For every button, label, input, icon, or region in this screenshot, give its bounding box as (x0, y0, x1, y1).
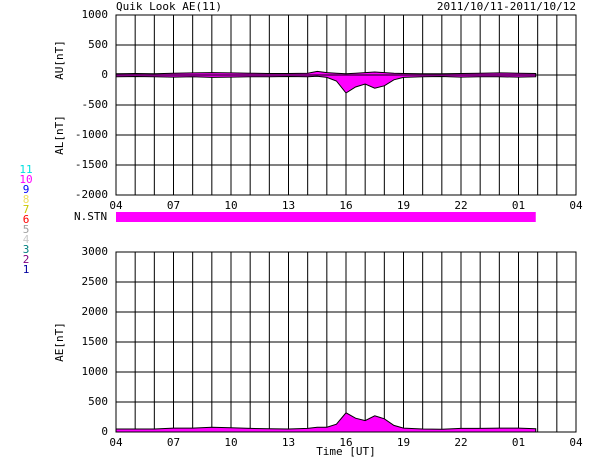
x-tick-label: 13 (282, 436, 295, 449)
plot-frame (115, 251, 577, 433)
x-tick-label: 10 (224, 199, 237, 212)
x-tick-label: 07 (167, 436, 180, 449)
y-axis-label: AL[nT] (53, 115, 66, 155)
y-axis-label: AE[nT] (53, 322, 66, 362)
x-tick-label: 04 (109, 199, 123, 212)
x-tick-label: 13 (282, 199, 295, 212)
y-tick-label: 500 (88, 395, 108, 408)
legend-entry: 7 (23, 203, 30, 216)
x-tick-label: 22 (454, 436, 467, 449)
y-tick-label: -1500 (75, 158, 108, 171)
y-tick-label: 2500 (82, 275, 109, 288)
legend-entry: 10 (19, 173, 32, 186)
x-tick-label: 07 (167, 199, 180, 212)
legend-entry: 3 (23, 243, 30, 256)
x-tick-label: 16 (339, 436, 352, 449)
y-tick-label: 0 (101, 425, 108, 438)
y-tick-label: 1500 (82, 335, 109, 348)
legend-entry: 8 (23, 193, 30, 206)
legend-entry: 4 (23, 233, 30, 246)
legend-entry: 9 (23, 183, 30, 196)
legend-entry: 11 (19, 163, 32, 176)
chart-subtitle: 2011/10/11-2011/10/12 (437, 0, 576, 13)
y-tick-label: -500 (82, 98, 109, 111)
chart-title: Quik Look AE(11) (116, 0, 222, 13)
y-axis-label: AU[nT] (53, 40, 66, 80)
area (115, 70, 537, 76)
legend-entry: 6 (23, 213, 30, 226)
y-tick-label: 1000 (82, 365, 109, 378)
y-tick-label: -2000 (75, 188, 108, 201)
area (115, 74, 537, 94)
x-tick-label: 22 (454, 199, 467, 212)
y-tick-label: 3000 (82, 245, 109, 258)
x-axis-label: Time [UT] (316, 445, 376, 458)
y-tick-label: 0 (101, 68, 108, 81)
station-bar (116, 212, 536, 222)
x-tick-label: 16 (339, 199, 352, 212)
legend-entry: 2 (23, 253, 30, 266)
plot-frame (115, 14, 577, 196)
area (115, 412, 537, 433)
y-tick-label: 2000 (82, 305, 109, 318)
x-tick-label: 19 (397, 199, 410, 212)
x-tick-label: 10 (224, 436, 237, 449)
station-label: N.STN (74, 210, 107, 223)
x-tick-label: 01 (512, 199, 525, 212)
y-tick-label: 1000 (82, 8, 109, 21)
y-tick-label: 500 (88, 38, 108, 51)
x-tick-label: 04 (569, 436, 583, 449)
x-tick-label: 19 (397, 436, 410, 449)
legend-entry: 5 (23, 223, 30, 236)
y-tick-label: -1000 (75, 128, 108, 141)
x-tick-label: 04 (569, 199, 583, 212)
x-tick-label: 01 (512, 436, 525, 449)
x-tick-label: 04 (109, 436, 123, 449)
legend-entry: 1 (23, 263, 30, 276)
